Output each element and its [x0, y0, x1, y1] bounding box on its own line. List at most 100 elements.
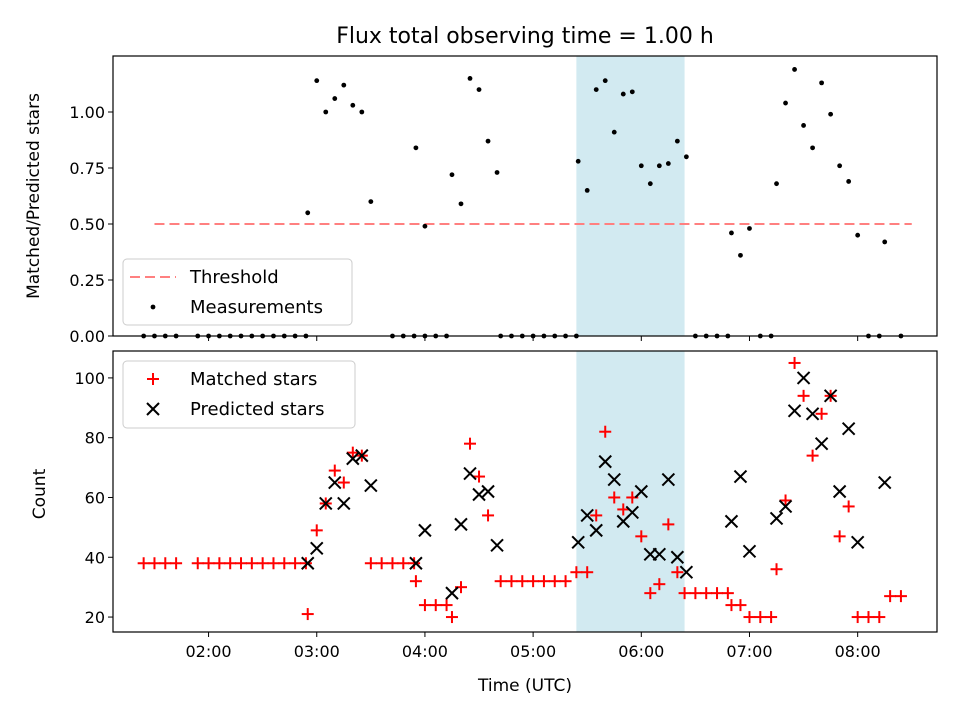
matched-star-point: [310, 524, 323, 537]
measurement-point: [449, 172, 455, 178]
measurement-point: [494, 170, 500, 175]
measurement-point: [674, 138, 680, 144]
matched-star-point: [842, 500, 855, 513]
matched-star-point: [328, 464, 341, 477]
x-tick-label: 07:00: [726, 642, 772, 661]
measurement-point: [846, 179, 852, 184]
predicted-star-point: [652, 547, 667, 561]
measurement-point: [656, 163, 662, 169]
predicted-star-point: [625, 505, 639, 520]
legend-predicted-label: Predicted stars: [190, 399, 324, 420]
matched-star-point: [788, 356, 801, 369]
top-legend-box: [122, 258, 353, 326]
predicted-star-point: [355, 448, 369, 463]
matched-star-point: [599, 425, 612, 438]
measurement-point: [729, 230, 734, 236]
matched-star-point: [245, 557, 258, 570]
measurement-point: [683, 154, 689, 160]
y-tick-label: 0.00: [69, 327, 105, 346]
predicted-star-point: [328, 475, 342, 490]
legend-matched-swatch: [147, 373, 159, 385]
predicted-star-point: [454, 517, 468, 532]
matched-star-point: [429, 599, 442, 612]
x-tick-label: 05:00: [510, 642, 556, 661]
predicted-star-point: [310, 541, 324, 556]
matched-star-point: [289, 557, 302, 570]
predicted-star-point: [445, 586, 459, 600]
predicted-star-point: [805, 407, 820, 421]
top-y-ticks: 0.00 0.25 0.50 0.75 1.00: [69, 103, 113, 346]
legend-measurements-label: Measurements: [190, 297, 323, 318]
matched-star-point: [516, 575, 529, 588]
matched-star-point: [137, 557, 150, 570]
matched-star-point: [278, 557, 291, 570]
matched-star-point: [851, 611, 864, 624]
measurement-point: [783, 100, 788, 106]
matched-star-point: [608, 491, 621, 504]
bottom-y-axis-label: Count: [30, 468, 50, 519]
measurement-point: [359, 109, 365, 115]
measurement-point: [828, 111, 834, 117]
predicted-star-point: [418, 523, 432, 538]
matched-star-point: [159, 557, 172, 570]
matched-star-point: [770, 563, 783, 576]
measurement-point: [792, 67, 797, 72]
measurement-point: [341, 82, 347, 88]
measurement-point: [584, 188, 590, 193]
measurement-point: [611, 129, 617, 135]
matched-star-point: [473, 470, 486, 483]
matched-star-point: [364, 557, 377, 570]
predicted-star-point: [823, 389, 838, 403]
bottom-y-ticks: 20 40 60 80 100: [74, 369, 113, 627]
y-tick-label: 100: [74, 369, 105, 388]
matched-star-point: [617, 503, 630, 516]
y-tick-label: 60: [85, 488, 105, 507]
matched-star-point: [765, 611, 778, 624]
top-axes-frame: [112, 55, 938, 337]
predicted-star-point: [733, 469, 748, 484]
predicted-star-point: [796, 371, 811, 385]
predicted-star-point: [598, 454, 612, 469]
predicted-star-point: [850, 535, 865, 550]
top-panel: Flux total observing time = 1.00 h 0.000…: [24, 24, 938, 346]
matched-star-point: [590, 509, 603, 522]
measurement-point: [413, 145, 419, 151]
y-tick-label: 40: [85, 548, 105, 567]
predicted-star-point: [832, 484, 847, 499]
matched-star-point: [267, 557, 280, 570]
matched-star-point: [700, 587, 713, 600]
x-tick-label: 08:00: [835, 642, 881, 661]
measurement-point: [647, 181, 653, 187]
measurement-point: [593, 87, 599, 92]
matched-star-point: [671, 566, 684, 579]
bottom-legend: Matched stars Predicted stars: [122, 360, 356, 429]
measurement-point: [855, 232, 861, 238]
legend-predicted-swatch: [146, 402, 160, 416]
matched-star-point: [375, 557, 388, 570]
matched-star-point: [548, 575, 561, 588]
measurement-point: [368, 199, 374, 205]
bottom-legend-box: [122, 360, 356, 429]
measurement-point: [819, 80, 825, 86]
matched-star-point: [202, 557, 215, 570]
matched-star-point: [482, 509, 495, 522]
matched-star-point: [653, 578, 666, 591]
predicted-star-point: [724, 514, 739, 529]
predicted-star-point: [346, 451, 360, 466]
x-tick-label: 06:00: [618, 642, 664, 661]
matched-star-point: [721, 587, 734, 600]
predicted-star-point: [463, 466, 477, 481]
measurement-point: [629, 89, 635, 95]
measurement-point: [467, 76, 473, 81]
predicted-star-point: [481, 484, 495, 499]
matched-star-point: [386, 557, 399, 570]
measurement-point: [476, 87, 482, 92]
matched-star-point: [815, 407, 828, 420]
legend-threshold-label: Threshold: [189, 267, 279, 288]
matched-star-point: [440, 599, 453, 612]
measurement-point: [665, 161, 671, 166]
bottom-axes-frame: [112, 350, 938, 633]
y-tick-label: 1.00: [69, 103, 105, 122]
